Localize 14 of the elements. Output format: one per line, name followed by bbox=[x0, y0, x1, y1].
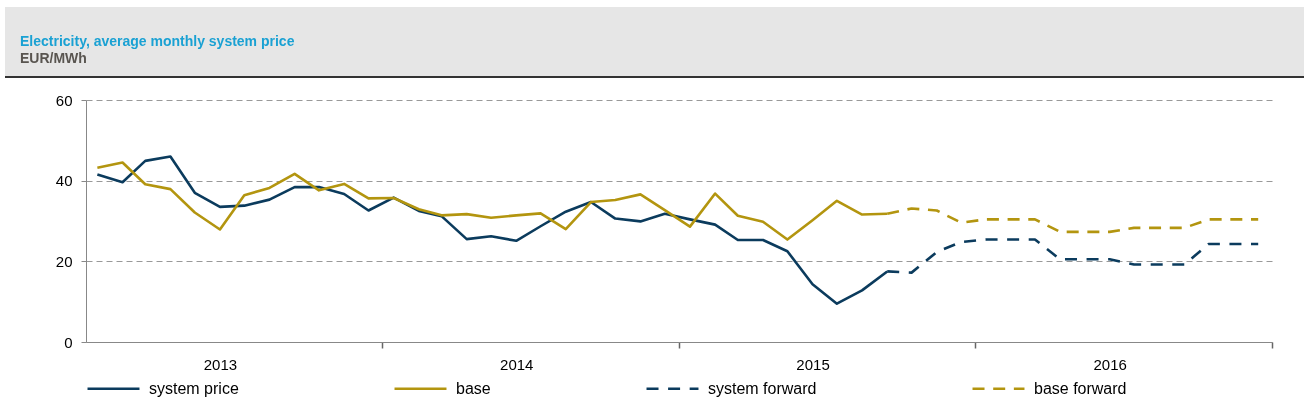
legend-label: base forward bbox=[1034, 379, 1127, 397]
x-tick-label: 2013 bbox=[203, 355, 238, 373]
chart-subtitle: EUR/MWh bbox=[20, 50, 87, 66]
legend-label: system forward bbox=[708, 379, 817, 397]
chart-title: Electricity, average monthly system price bbox=[20, 33, 295, 49]
y-tick-label: 20 bbox=[55, 252, 73, 270]
legend-label: system price bbox=[149, 379, 239, 397]
y-tick-label: 0 bbox=[64, 333, 73, 351]
x-tick-label: 2016 bbox=[1093, 355, 1127, 373]
y-tick-label: 60 bbox=[55, 91, 73, 109]
y-tick-label: 40 bbox=[55, 172, 73, 190]
x-tick-label: 2015 bbox=[796, 355, 830, 373]
x-tick-label: 2014 bbox=[500, 355, 534, 373]
legend-label: base bbox=[456, 379, 491, 397]
